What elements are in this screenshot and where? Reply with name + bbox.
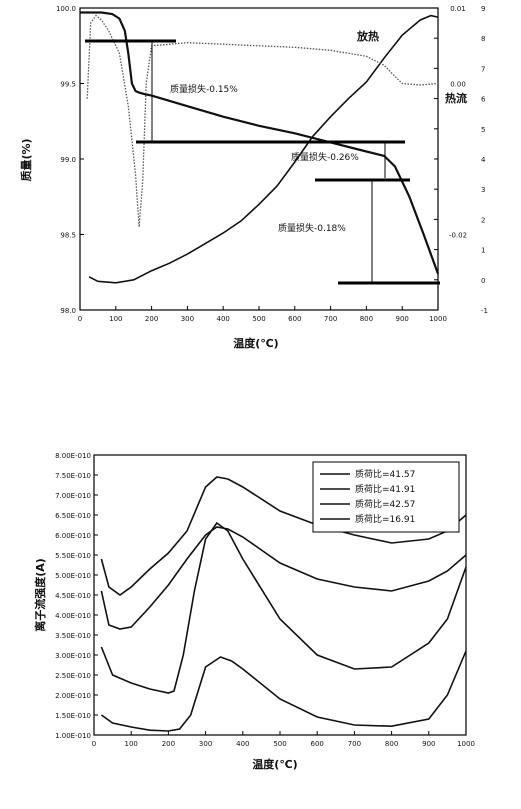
tga-plot-frame (79, 7, 439, 311)
ms-legend-label: 质荷比=41.91 (355, 483, 415, 495)
tga-y-tick-label: 99.5 (60, 81, 76, 89)
tga-x-tick-label: 800 (360, 315, 373, 323)
ms-chart: 0 100 200 300 400 500 600 700 800 900 1000 1.00E-0… (33, 452, 475, 771)
ms-x-tick-label: 700 (348, 740, 361, 748)
tga-right-b-tick-label: 3 (481, 186, 485, 194)
mass-loss-annotation-3: 质量损失-0.18% (278, 222, 346, 234)
mass-loss-markers (85, 39, 440, 285)
tga-right-a-tick-label: 0.00 (450, 81, 466, 89)
ms-legend-label: 质荷比=16.91 (355, 513, 415, 525)
tga-y-ticks-right-a: 0.00 0.01 -0.02 (449, 5, 467, 240)
tga-y-ticks-left: 98.0 98.5 99.0 99.5 100.0 (56, 5, 84, 315)
mass-loss-annotation-2: 质量损失-0.26% (291, 151, 359, 163)
ms-y-tick-label: 5.00E-010 (55, 572, 91, 580)
tga-y-tick-label: 98.0 (60, 307, 76, 315)
tga-right-a-tick-label: -0.02 (449, 232, 467, 240)
tga-series-line (88, 14, 439, 284)
ms-series-line (100, 650, 467, 732)
tga-right-b-tick-label: 5 (481, 126, 485, 134)
exotherm-label: 放热 (356, 29, 379, 43)
ms-y-tick-label: 7.50E-010 (55, 472, 91, 480)
tga-x-tick-label: 100 (109, 315, 122, 323)
ms-y-tick-label: 4.50E-010 (55, 592, 91, 600)
tga-x-tick-label: 400 (217, 315, 230, 323)
tga-chart: 0 100 200 300 400 500 600 700 800 900 1000 98.098.… (19, 5, 488, 350)
tga-x-tick-label: 700 (324, 315, 337, 323)
ms-legend: 质荷比=41.57 质荷比=41.91 质荷比=42.57 质荷比=16.91 (312, 461, 460, 533)
ms-x-ticks: 0 100 200 300 400 500 600 700 800 900 1000 (92, 731, 475, 748)
tga-series-line (86, 14, 439, 228)
ms-y-ticks: 1.00E-010 1.50E-010 2.00E-010 2.50E-010 3.00… (55, 452, 98, 740)
ms-series-line (100, 476, 467, 596)
ms-x-tick-label: 600 (311, 740, 324, 748)
tga-y-ticks-right-b: -1 0 1 2 3 4 5 6 7 8 9 (434, 5, 488, 315)
mass-loss-annotation-1: 质量损失-0.15% (170, 83, 238, 95)
tga-right-b-tick-label: 6 (481, 96, 486, 104)
heat-flow-label: 热流 (445, 91, 467, 105)
tga-y-tick-label: 98.5 (60, 232, 76, 240)
ms-y-tick-label: 1.00E-010 (55, 732, 91, 740)
ms-x-tick-label: 800 (385, 740, 398, 748)
tga-right-b-tick-label: 4 (481, 156, 486, 164)
tga-right-b-tick-label: 1 (481, 247, 485, 255)
tga-right-b-tick-label: 2 (481, 216, 485, 224)
tga-x-tick-label: 300 (181, 315, 194, 323)
ms-x-tick-label: 400 (236, 740, 249, 748)
tga-right-b-tick-label: 7 (481, 65, 485, 73)
ms-x-tick-label: 100 (125, 740, 138, 748)
ms-legend-label: 质荷比=41.57 (355, 468, 415, 480)
tga-x-ticks: 0 100 200 300 400 500 600 700 800 900 1000 (78, 306, 447, 323)
ms-x-tick-label: 1000 (457, 740, 475, 748)
ms-y-tick-label: 6.00E-010 (55, 532, 91, 540)
tga-x-tick-label: 0 (78, 315, 82, 323)
ms-y-tick-label: 3.50E-010 (55, 632, 91, 640)
ms-x-tick-label: 300 (199, 740, 212, 748)
ms-y-tick-label: 2.50E-010 (55, 672, 91, 680)
ms-series-layer (100, 476, 467, 732)
ms-y-tick-label: 1.50E-010 (55, 712, 91, 720)
ms-y-tick-label: 3.00E-010 (55, 652, 91, 660)
tga-y-tick-label: 99.0 (60, 156, 76, 164)
tga-x-tick-label: 900 (396, 315, 409, 323)
tga-x-tick-label: 500 (252, 315, 265, 323)
tga-right-b-tick-label: 0 (481, 277, 485, 285)
ms-x-tick-label: 500 (273, 740, 286, 748)
ms-x-tick-label: 0 (92, 740, 96, 748)
ms-series-line (100, 526, 467, 630)
ms-y-tick-label: 4.00E-010 (55, 612, 91, 620)
tga-right-b-tick-label: 8 (481, 35, 485, 43)
ms-x-tick-label: 900 (422, 740, 435, 748)
tga-right-b-tick-label: -1 (481, 307, 488, 315)
tga-y-tick-label: 100.0 (56, 5, 76, 13)
ms-series-line (100, 521, 467, 694)
tga-series-layer (80, 11, 440, 284)
tga-x-tick-label: 1000 (429, 315, 447, 323)
tga-right-a-tick-label: 0.01 (450, 5, 466, 13)
ms-y-tick-label: 5.50E-010 (55, 552, 91, 560)
tga-y-axis-label: 质量(%) (19, 138, 33, 181)
ms-y-tick-label: 2.00E-010 (55, 692, 91, 700)
ms-legend-label: 质荷比=42.57 (355, 498, 415, 510)
tga-right-b-tick-label: 9 (481, 5, 485, 13)
ms-y-axis-label: 离子流强度(A) (33, 558, 47, 632)
ms-x-tick-label: 200 (162, 740, 175, 748)
ms-y-tick-label: 6.50E-010 (55, 512, 91, 520)
ms-x-axis-label: 温度(℃) (252, 757, 297, 771)
ms-y-tick-label: 8.00E-010 (55, 452, 91, 460)
tga-x-tick-label: 600 (288, 315, 301, 323)
ms-y-tick-label: 7.00E-010 (55, 492, 91, 500)
tga-x-axis-label: 温度(℃) (233, 336, 278, 350)
tga-x-tick-label: 200 (145, 315, 158, 323)
